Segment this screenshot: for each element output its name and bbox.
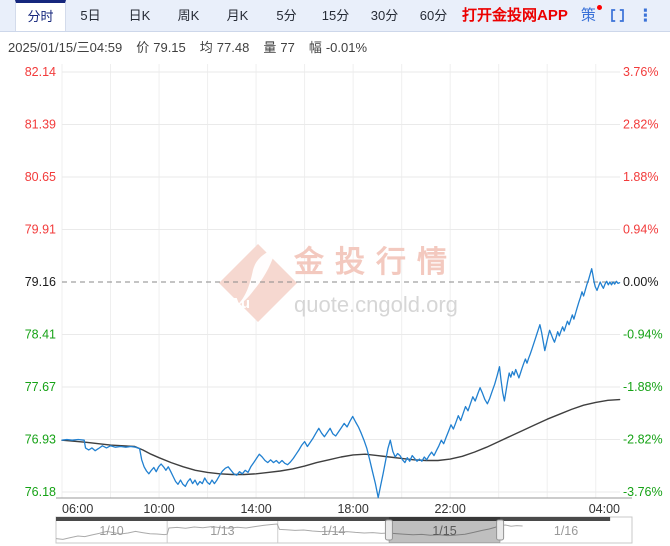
intraday-chart: Au 金投行情 quote.cngold.org 82.14 81.39 80.65 79.…	[25, 64, 663, 544]
y-axis-label-right: 3.76%	[623, 65, 658, 79]
volume-field: 量 77	[263, 39, 295, 55]
tab-30min[interactable]: 30分	[370, 8, 399, 23]
navigator-sparkline	[55, 523, 523, 540]
y-axis-label-left: 76.18	[25, 485, 56, 499]
y-axis-label-left: 81.39	[25, 118, 56, 132]
x-axis-label: 14:00	[240, 502, 271, 516]
change-field: 幅 -0.01%	[308, 39, 368, 55]
y-axis-label-right: 0.94%	[623, 223, 658, 237]
price-value: 79.15	[153, 39, 186, 55]
y-axis-label-left: 79.16	[25, 275, 56, 289]
y-axis-label-left: 76.93	[25, 433, 56, 447]
navigator-date-1-16[interactable]: 1/16	[554, 524, 578, 538]
navigator-date-1-13[interactable]: 1/13	[210, 524, 234, 538]
x-axis-label: 18:00	[337, 502, 368, 516]
average-field: 均 77.48	[199, 39, 250, 55]
price-field: 价 79.15	[136, 39, 186, 55]
navigator-selected-range[interactable]	[388, 517, 501, 543]
average-value: 77.48	[216, 39, 250, 55]
quote-datetime: 2025/01/15/三04:59	[8, 39, 123, 55]
strategy-icon[interactable]: 策	[580, 0, 602, 31]
navigator-right-handle[interactable]	[496, 519, 505, 541]
watermark-swan	[236, 248, 276, 306]
y-axis-label-right: 2.82%	[623, 118, 658, 132]
tab-5day[interactable]: 5日	[80, 8, 101, 23]
y-axis-label-left: 82.14	[25, 65, 56, 79]
navigator-date-1-14[interactable]: 1/14	[321, 524, 345, 538]
navigator-left-handle[interactable]	[384, 519, 393, 541]
price-line	[61, 268, 621, 499]
y-axis-label-right: -1.88%	[623, 380, 663, 394]
x-axis-label: 10:00	[143, 502, 174, 516]
watermark: Au 金投行情 quote.cngold.org	[219, 244, 458, 322]
fullscreen-icon[interactable]	[610, 0, 625, 31]
y-axis-label-left: 80.65	[25, 170, 56, 184]
more-menu-icon[interactable]: ⋮	[636, 5, 654, 25]
strategy-icon-label: 策	[580, 7, 596, 24]
y-axis-label-left: 78.41	[25, 328, 56, 342]
quote-infobar: 2025/01/15/三04:59 价 79.15 均 77.48 量 77 幅 -0.…	[8, 33, 668, 59]
open-app-link[interactable]: 打开金投网APP	[462, 7, 568, 24]
navigator-scrollbar[interactable]	[56, 517, 611, 521]
period-tabbar: 分时 5日 日K 周K 月K 5分 15分 30分 60分 打开金投网APP 策…	[0, 0, 670, 32]
y-axis-label-right: -0.94%	[623, 328, 663, 342]
change-value: -0.01%	[325, 39, 368, 55]
x-axis-label: 04:00	[589, 502, 620, 516]
y-axis-label-right: 0.00%	[623, 275, 658, 289]
tab-daily-k[interactable]: 日K	[128, 8, 151, 23]
navigator-date-1-10[interactable]: 1/10	[99, 524, 123, 538]
volume-value: 77	[280, 39, 295, 55]
tab-15min[interactable]: 15分	[321, 8, 350, 23]
y-axis-label-right: -3.76%	[623, 485, 663, 499]
average-line	[61, 398, 621, 476]
watermark-url: quote.cngold.org	[294, 292, 458, 317]
navigator-date-1-15[interactable]: 1/15	[432, 524, 456, 538]
x-axis-label: 22:00	[435, 502, 466, 516]
tab-monthly-k[interactable]: 月K	[226, 8, 249, 23]
tab-timeline[interactable]: 分时	[15, 0, 66, 31]
y-axis-label-right: -2.82%	[623, 433, 663, 447]
tab-weekly-k[interactable]: 周K	[177, 8, 200, 23]
notification-dot	[596, 5, 602, 10]
x-axis-label: 06:00	[62, 502, 93, 516]
tab-5min[interactable]: 5分	[276, 8, 297, 23]
y-axis-label-left: 77.67	[25, 380, 56, 394]
watermark-logo-text: Au	[230, 295, 250, 312]
watermark-brand: 金投行情	[293, 245, 458, 279]
y-axis-label-left: 79.91	[25, 223, 56, 237]
tab-60min[interactable]: 60分	[419, 8, 448, 23]
y-axis-label-right: 1.88%	[623, 170, 658, 184]
